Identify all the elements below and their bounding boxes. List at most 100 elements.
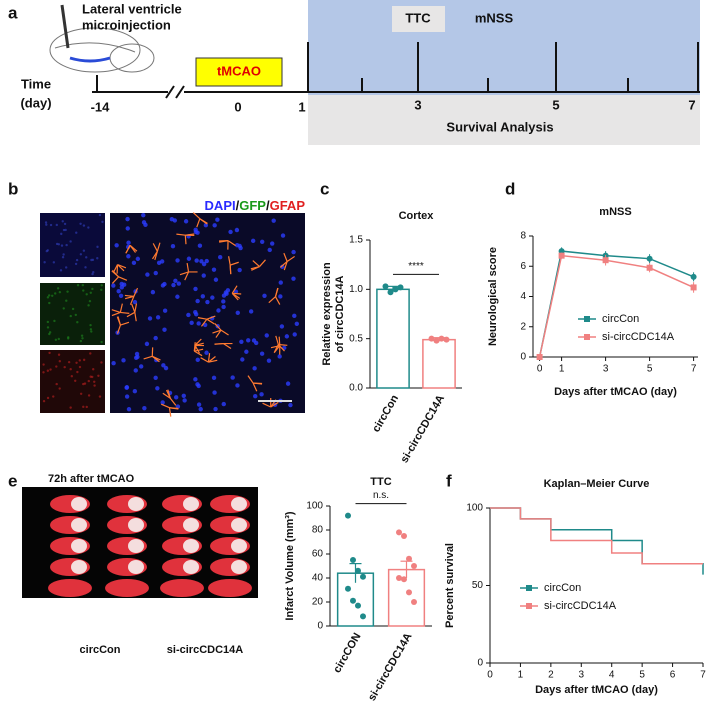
astrocyte <box>129 296 135 305</box>
signal <box>98 213 102 217</box>
infarct <box>231 560 247 574</box>
astrocyte <box>229 265 232 275</box>
slice <box>105 579 149 597</box>
y-axis-label: Neurological score <box>487 247 499 346</box>
signal <box>58 290 62 294</box>
y-tick-label: 80 <box>312 525 324 536</box>
astrocyte <box>194 350 203 357</box>
time-label: Time <box>21 76 51 91</box>
nucleus <box>134 351 140 357</box>
astrocyte <box>223 343 232 350</box>
x-tick-label: 7 <box>691 364 697 375</box>
nucleus <box>193 377 198 382</box>
stain-legend: DAPI/GFP/GFAP <box>205 198 306 213</box>
panel-label: f <box>446 471 452 490</box>
nucleus <box>124 394 130 399</box>
infarct <box>128 539 144 553</box>
y-axis-label: of circCDC14A <box>334 275 346 352</box>
signal <box>91 258 95 262</box>
data-point <box>690 273 697 280</box>
panel-label: c <box>320 179 329 198</box>
infarct <box>183 497 199 511</box>
nucleus <box>183 219 189 224</box>
signal <box>87 394 91 397</box>
astrocyte <box>196 218 201 228</box>
astrocyte <box>143 355 153 360</box>
nucleus <box>284 334 290 339</box>
brain-slices <box>48 495 252 597</box>
nucleus <box>235 383 240 388</box>
nucleus <box>213 406 218 412</box>
nucleus <box>175 258 180 263</box>
category-label: circCon <box>370 393 401 435</box>
timeline <box>92 42 700 99</box>
astrocyte <box>156 242 161 252</box>
time-label: (day) <box>20 95 51 110</box>
nucleus <box>162 308 168 313</box>
nucleus <box>193 309 198 315</box>
nucleus <box>201 273 206 278</box>
nucleus <box>194 258 199 263</box>
signal <box>84 266 87 269</box>
injection-label: Lateral ventricle <box>82 1 182 16</box>
astrocyte <box>118 276 128 281</box>
nucleus <box>292 332 297 337</box>
astrocyte <box>231 285 238 294</box>
signal <box>79 392 83 396</box>
category-label: si-circCDC14A <box>399 393 448 465</box>
data-point <box>396 575 402 581</box>
signal <box>69 314 72 318</box>
nucleus <box>172 218 178 223</box>
astrocyte <box>116 324 122 334</box>
astrocyte <box>262 402 271 408</box>
astrocyte <box>232 292 242 295</box>
astrocyte <box>278 343 288 346</box>
signal <box>69 406 72 409</box>
nucleus <box>126 406 132 412</box>
astrocyte <box>252 260 260 267</box>
y-tick-label: 0.5 <box>349 333 363 344</box>
astrocyte <box>279 261 288 268</box>
survival-window <box>308 95 700 145</box>
signal <box>64 266 68 269</box>
day-label: 7 <box>688 97 695 112</box>
astrocyte <box>117 264 127 269</box>
astrocyte <box>125 245 131 254</box>
astrocyte <box>250 265 260 270</box>
nucleus <box>135 256 141 262</box>
signal <box>58 387 61 390</box>
y-tick-label: 2 <box>520 321 526 332</box>
data-point <box>396 529 402 536</box>
signal <box>96 257 99 260</box>
chart-title: TTC <box>370 476 391 488</box>
legend-label: circCon <box>602 313 639 325</box>
astrocyte <box>176 233 186 236</box>
data-point <box>345 512 351 519</box>
infarct <box>71 539 87 553</box>
data-point <box>401 533 407 539</box>
astrocyte <box>168 407 172 417</box>
astrocyte <box>270 345 280 349</box>
signal <box>58 360 62 363</box>
nucleus <box>291 276 296 281</box>
data-point <box>406 555 412 562</box>
signal <box>57 353 61 356</box>
signal <box>82 358 86 362</box>
nucleus <box>132 299 138 305</box>
nucleus <box>141 212 146 218</box>
y-tick-label: 20 <box>312 597 324 608</box>
nucleus <box>116 289 121 294</box>
infarct <box>231 518 247 532</box>
signal <box>75 231 78 234</box>
data-point <box>690 284 697 291</box>
nucleus <box>213 277 219 282</box>
astrocyte <box>193 342 198 352</box>
nucleus <box>221 401 226 407</box>
nucleus <box>280 264 285 270</box>
signal <box>89 352 92 355</box>
bar <box>376 288 410 389</box>
nucleus <box>111 361 116 366</box>
nucleus <box>234 227 240 233</box>
nucleus <box>201 261 207 267</box>
astrocyte <box>186 262 190 273</box>
